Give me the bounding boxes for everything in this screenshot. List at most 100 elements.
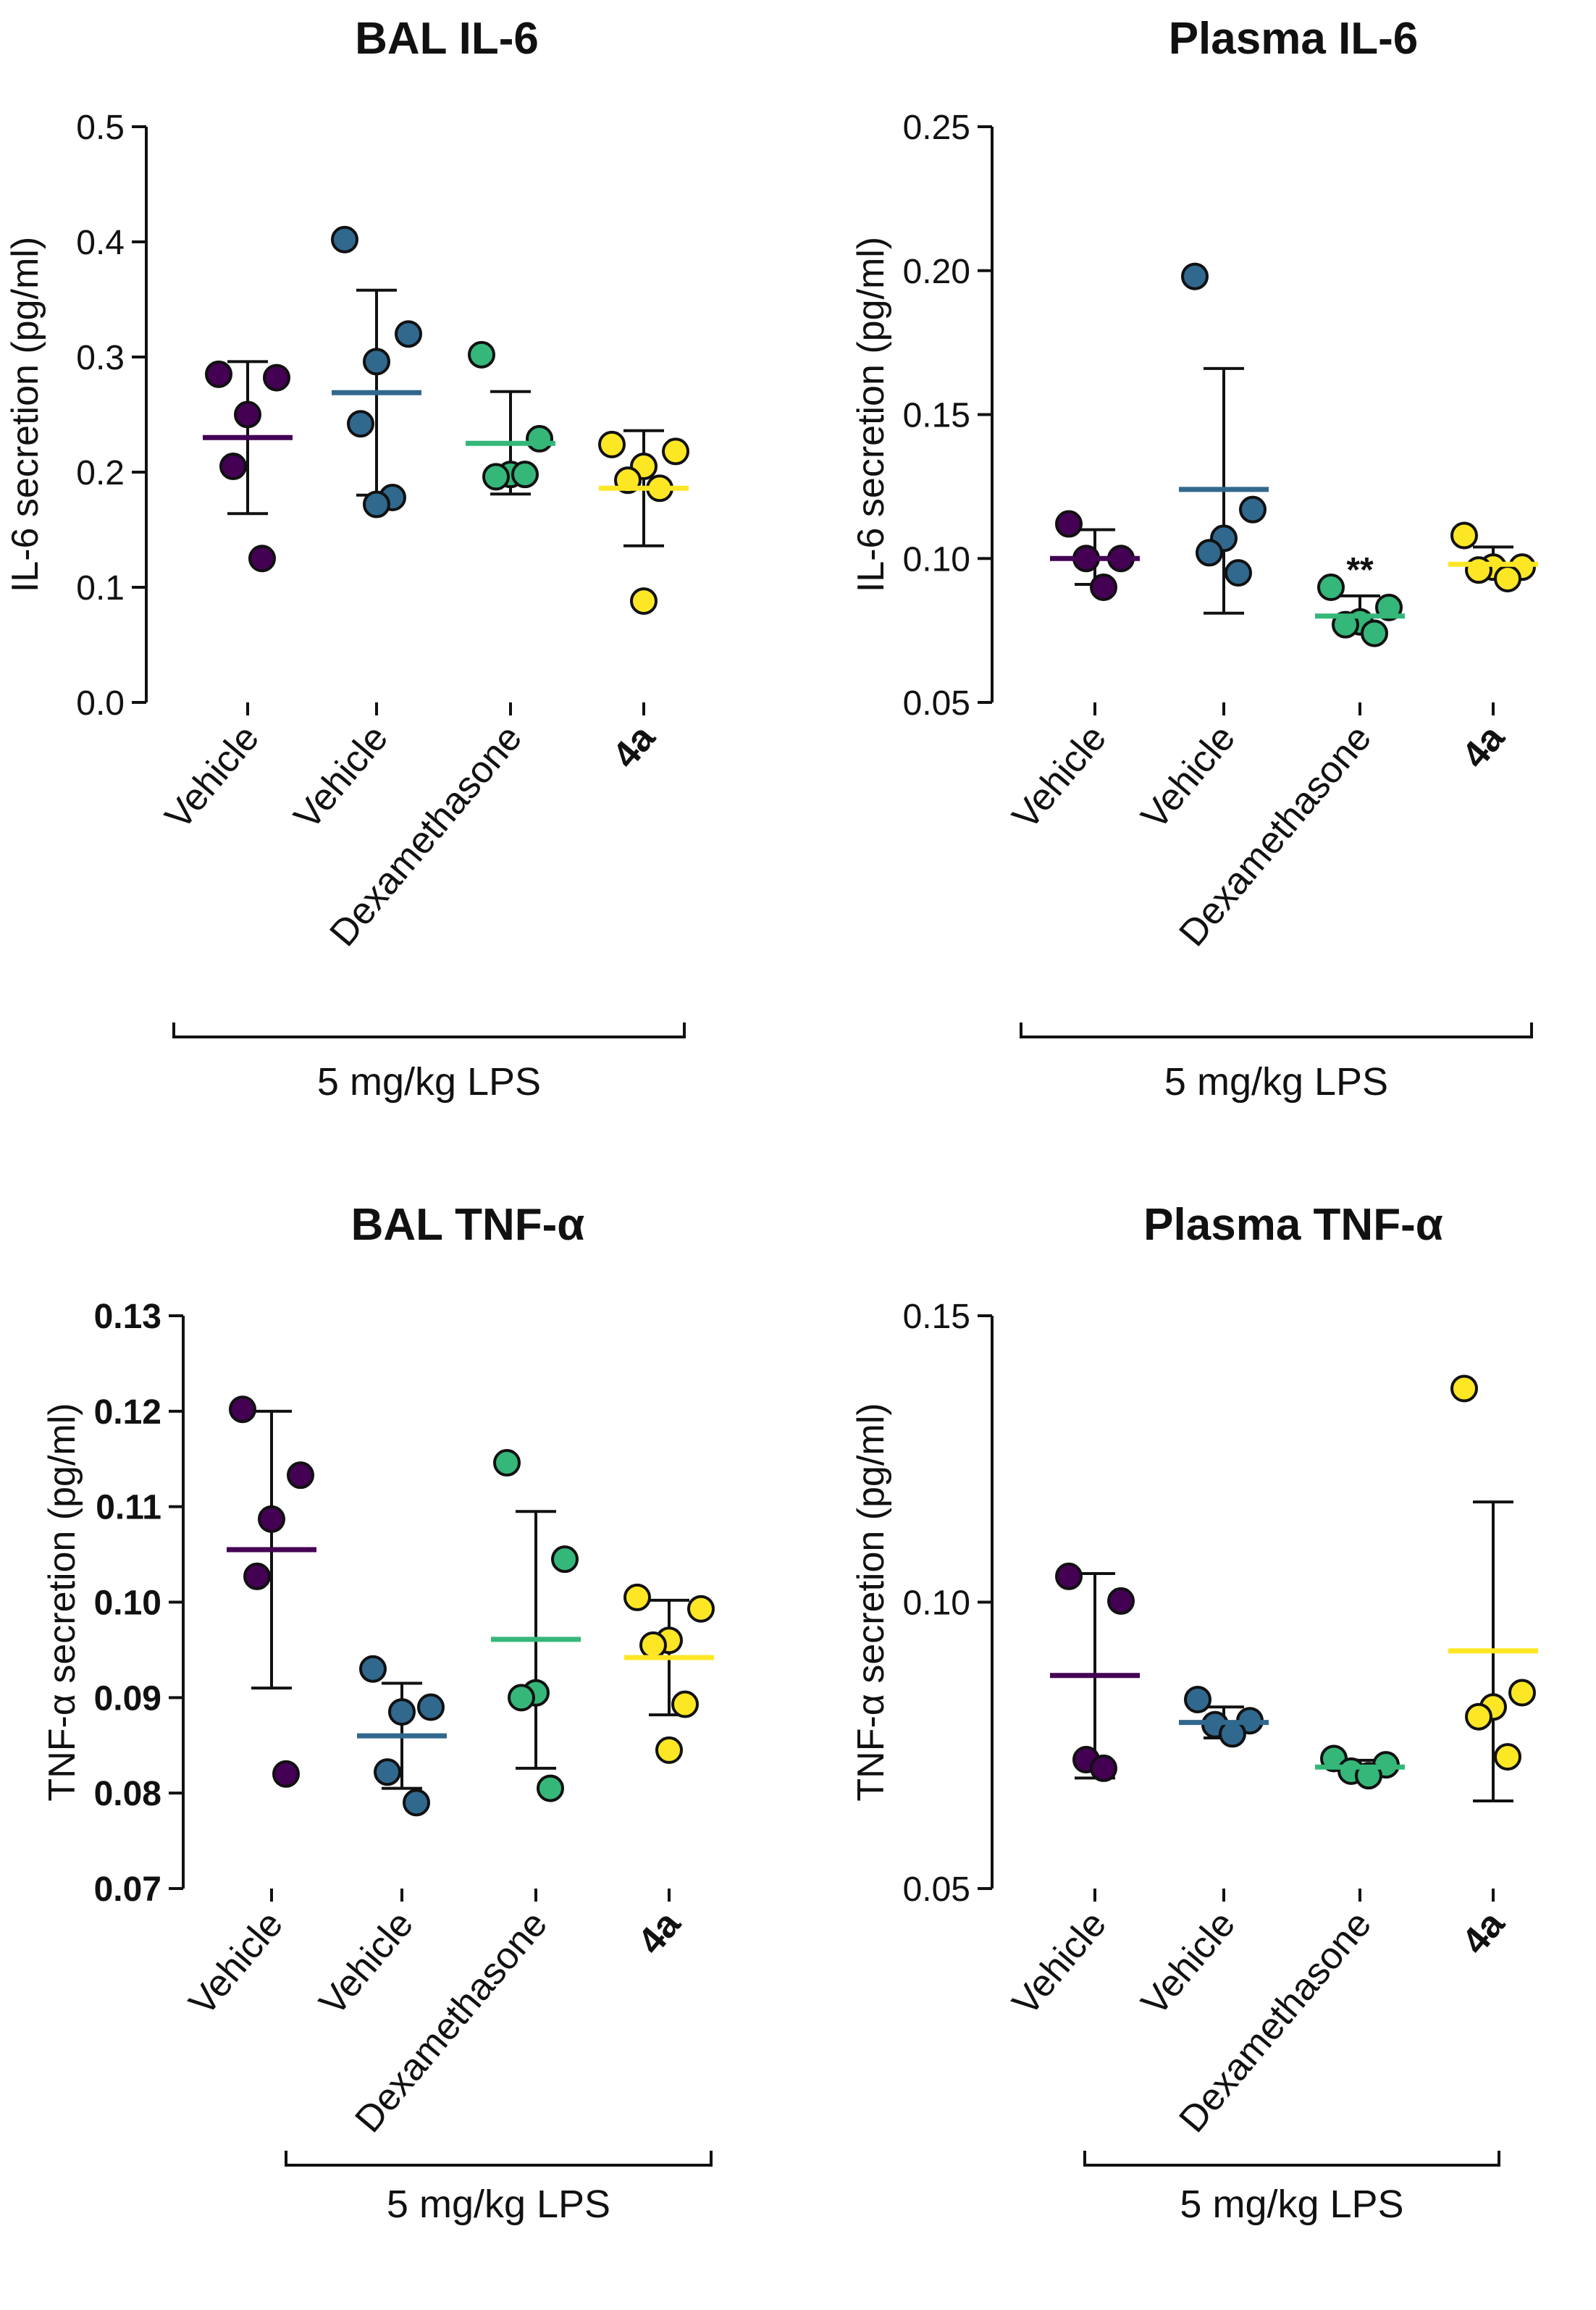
group-label: 5 mg/kg LPS: [1164, 1060, 1388, 1104]
panel-title: BAL IL-6: [355, 14, 539, 64]
data-point: [374, 1758, 401, 1786]
series-1: [1050, 1562, 1140, 1782]
data-point: [482, 463, 510, 491]
data-point: [1055, 510, 1083, 538]
data-point: [243, 1562, 271, 1590]
y-tick-label: 0.10: [903, 1584, 970, 1623]
data-point: [272, 1760, 300, 1788]
y-tick-label: 0.11: [96, 1489, 161, 1527]
category-label: 4a: [605, 717, 664, 776]
data-point: [1465, 1702, 1492, 1731]
y-tick-label: 0.0: [76, 684, 125, 723]
data-point: [537, 1774, 564, 1802]
y-tick-label: 0.15: [903, 397, 970, 435]
data-point: [493, 1449, 521, 1477]
y-axis-label: TNF-α secretion (pg/ml): [41, 1403, 83, 1801]
series-4: [1448, 1374, 1538, 1802]
data-point: [630, 587, 658, 616]
data-point: [263, 364, 290, 392]
data-point: [1090, 574, 1117, 601]
data-point: [331, 225, 358, 253]
group-bracket: [1083, 2151, 1500, 2167]
category-label: Vehicle: [1133, 1903, 1243, 2023]
data-point: [1450, 1374, 1478, 1403]
data-point: [205, 360, 232, 388]
series-3: [1315, 1744, 1405, 1790]
series-1: [1050, 510, 1140, 601]
y-tick-label: 0.07: [94, 1870, 161, 1909]
group-label: 5 mg/kg LPS: [1180, 2183, 1403, 2226]
y-axis-label: IL-6 secretion (pg/ml): [4, 237, 46, 592]
data-point: [511, 461, 539, 489]
y-tick-label: 0.1: [76, 569, 125, 608]
group-label: 5 mg/kg LPS: [387, 2183, 610, 2226]
data-point: [229, 1395, 256, 1424]
y-tick-label: 0.2: [76, 454, 125, 492]
series-4: [598, 429, 689, 616]
panel-4: Plasma TNF-α TNF-α secretion (pg/ml) 0.05 0…: [850, 1200, 1538, 2226]
series-2: [331, 225, 422, 518]
data-point: [258, 1505, 285, 1533]
data-point: [598, 430, 626, 458]
data-point: [417, 1693, 445, 1721]
data-point: [363, 348, 390, 376]
y-tick-label: 0.05: [903, 684, 970, 723]
category-label: 4a: [630, 1903, 689, 1962]
category-label: 4a: [1454, 717, 1513, 776]
series-2: [357, 1655, 447, 1817]
data-point: [395, 320, 422, 348]
panel-2: Plasma IL-6 IL-6 secretion (pg/ml) 0.05 0.1…: [850, 14, 1538, 1104]
data-point: [508, 1684, 535, 1712]
y-tick-label: 0.3: [76, 339, 125, 377]
panel-title: Plasma IL-6: [1169, 14, 1419, 64]
data-point: [219, 453, 247, 481]
series-4: [1448, 521, 1538, 593]
data-point: [359, 1655, 387, 1683]
y-tick-label: 0.12: [94, 1393, 161, 1432]
data-point: [1317, 574, 1345, 601]
category-label: 4a: [1454, 1903, 1513, 1962]
series-2: [1179, 262, 1269, 615]
data-point: [1181, 262, 1209, 290]
data-point: [287, 1461, 314, 1490]
y-tick-label: 0.08: [94, 1775, 161, 1813]
category-label: Vehicle: [1004, 717, 1114, 837]
y-tick-label: 0.20: [903, 253, 970, 291]
data-point: [671, 1690, 699, 1718]
group-label: 5 mg/kg LPS: [317, 1060, 541, 1104]
series-2: [1179, 1685, 1269, 1748]
data-point: [1450, 521, 1478, 550]
series-1: [203, 360, 293, 573]
data-point: [639, 1631, 667, 1659]
category-label: Vehicle: [311, 1903, 421, 2023]
data-point: [662, 437, 689, 466]
data-point: [1090, 1754, 1117, 1782]
data-point: [655, 1736, 683, 1764]
y-tick-label: 0.10: [94, 1584, 161, 1623]
data-point: [551, 1545, 579, 1574]
data-point: [526, 424, 553, 453]
series-3: [491, 1449, 581, 1802]
group-bracket: [285, 2151, 713, 2167]
group-bracket: [172, 1022, 686, 1038]
series-4: [623, 1583, 715, 1764]
data-point: [248, 545, 276, 573]
data-point: [403, 1789, 430, 1817]
y-tick-label: 0.15: [903, 1298, 970, 1336]
data-point: [468, 340, 495, 369]
y-tick-label: 0.09: [94, 1679, 161, 1718]
series-1: [227, 1395, 316, 1788]
category-label: Vehicle: [1004, 1903, 1114, 2023]
y-tick-label: 0.4: [76, 224, 125, 262]
data-point: [623, 1583, 651, 1611]
data-point: [1055, 1562, 1083, 1590]
data-point: [687, 1595, 715, 1623]
y-tick-label: 0.05: [903, 1870, 970, 1909]
y-tick-label: 0.5: [76, 109, 125, 147]
category-label: Vehicle: [181, 1903, 291, 2023]
category-label: Vehicle: [1133, 717, 1243, 837]
data-point: [1465, 556, 1492, 584]
data-point: [1196, 539, 1223, 567]
series-3: [466, 340, 555, 496]
